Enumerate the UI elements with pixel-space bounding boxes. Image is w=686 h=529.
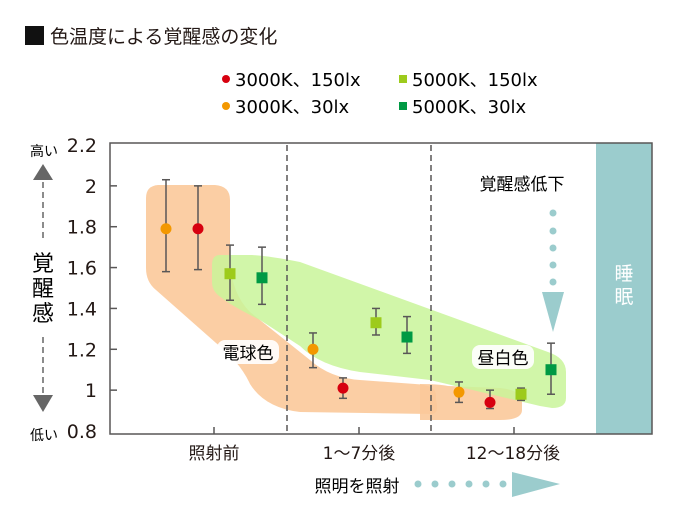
y-tick-label: 2	[85, 176, 97, 198]
legend-item-3000k-150lx: 3000K、150lx	[222, 70, 361, 91]
daylight-color-label: 昼白色	[478, 349, 529, 369]
point-marker	[192, 223, 204, 235]
time-arrow	[414, 472, 560, 497]
y-axis: 2.2 2 1.8 1.6 1.4 1.2 1 0.8	[67, 135, 117, 443]
plot-frame	[109, 142, 653, 435]
arousal-down-arrow	[542, 209, 564, 332]
x-axis-label: 照明を照射	[315, 477, 400, 497]
legend-item-5000k-30lx: 5000K、30lx	[399, 97, 527, 118]
bulb-label-bg	[217, 340, 279, 364]
y-tick-label: 1.6	[67, 258, 97, 280]
point-marker	[484, 396, 496, 408]
y-label-char-1: 覚	[32, 252, 54, 277]
chart-title: 色温度による覚醒感の変化	[50, 26, 277, 48]
data-point	[401, 315, 413, 355]
point-marker	[370, 317, 382, 329]
data-point	[484, 389, 496, 410]
legend-item-3000k-30lx: 3000K、30lx	[222, 97, 350, 118]
up-arrow-icon	[33, 164, 53, 180]
data-point	[256, 246, 268, 306]
legend-marker	[399, 75, 407, 83]
sleep-band	[596, 143, 652, 434]
point-marker	[224, 268, 236, 280]
data-point	[192, 185, 204, 271]
legend-marker	[399, 102, 407, 110]
point-marker	[256, 272, 268, 284]
x-axis: 照射前 1〜7分後 12〜18分後	[189, 427, 560, 464]
point-marker	[337, 382, 349, 394]
y-label-char-2: 醒	[32, 277, 54, 302]
sleep-label-1: 睡	[614, 263, 633, 285]
y-tick-label: 1.4	[67, 298, 97, 320]
data-point	[370, 307, 382, 336]
legend-label: 3000K、150lx	[235, 70, 361, 91]
y-label-high: 高い	[30, 143, 58, 160]
legend-item-5000k-150lx: 5000K、150lx	[399, 70, 538, 91]
x-tick-label: 12〜18分後	[466, 444, 560, 464]
data-point	[337, 377, 349, 400]
y-tick-label: 2.2	[67, 135, 97, 157]
data-point	[224, 244, 236, 302]
data-point	[453, 381, 465, 404]
point-marker	[453, 386, 465, 398]
legend: 3000K、150lx 5000K、150lx 3000K、30lx 5000K…	[222, 70, 538, 118]
daylight-label-bg	[472, 345, 534, 369]
data-point	[515, 387, 527, 402]
y-label-char-3: 感	[32, 302, 54, 327]
data-point	[307, 332, 319, 369]
x-tick-label: 1〜7分後	[323, 444, 396, 464]
daylight-color-band	[212, 255, 566, 408]
arousal-down-label: 覚醒感低下	[480, 175, 565, 195]
data-marks	[160, 178, 557, 410]
y-tick-label: 0.8	[67, 421, 97, 443]
bulb-color-band	[146, 185, 438, 415]
y-label-low: 低い	[30, 428, 58, 444]
point-marker	[160, 223, 172, 235]
legend-label: 3000K、30lx	[235, 97, 350, 118]
point-marker	[307, 343, 319, 355]
down-arrow-icon	[33, 395, 53, 412]
data-point	[160, 178, 172, 273]
legend-marker	[222, 75, 230, 83]
legend-marker	[222, 102, 230, 110]
sleep-label-2: 眠	[614, 286, 633, 308]
data-point	[545, 342, 557, 395]
point-marker	[515, 388, 527, 400]
legend-label: 5000K、150lx	[412, 70, 538, 91]
y-tick-label: 1.2	[67, 339, 97, 361]
x-tick-label: 照射前	[189, 444, 240, 464]
y-tick-label: 1	[85, 380, 97, 402]
point-marker	[545, 364, 557, 376]
y-tick-label: 1.8	[67, 217, 97, 239]
title-square-icon	[25, 26, 44, 45]
legend-label: 5000K、30lx	[412, 97, 527, 118]
point-marker	[401, 331, 413, 343]
bulb-color-label: 電球色	[223, 344, 274, 364]
